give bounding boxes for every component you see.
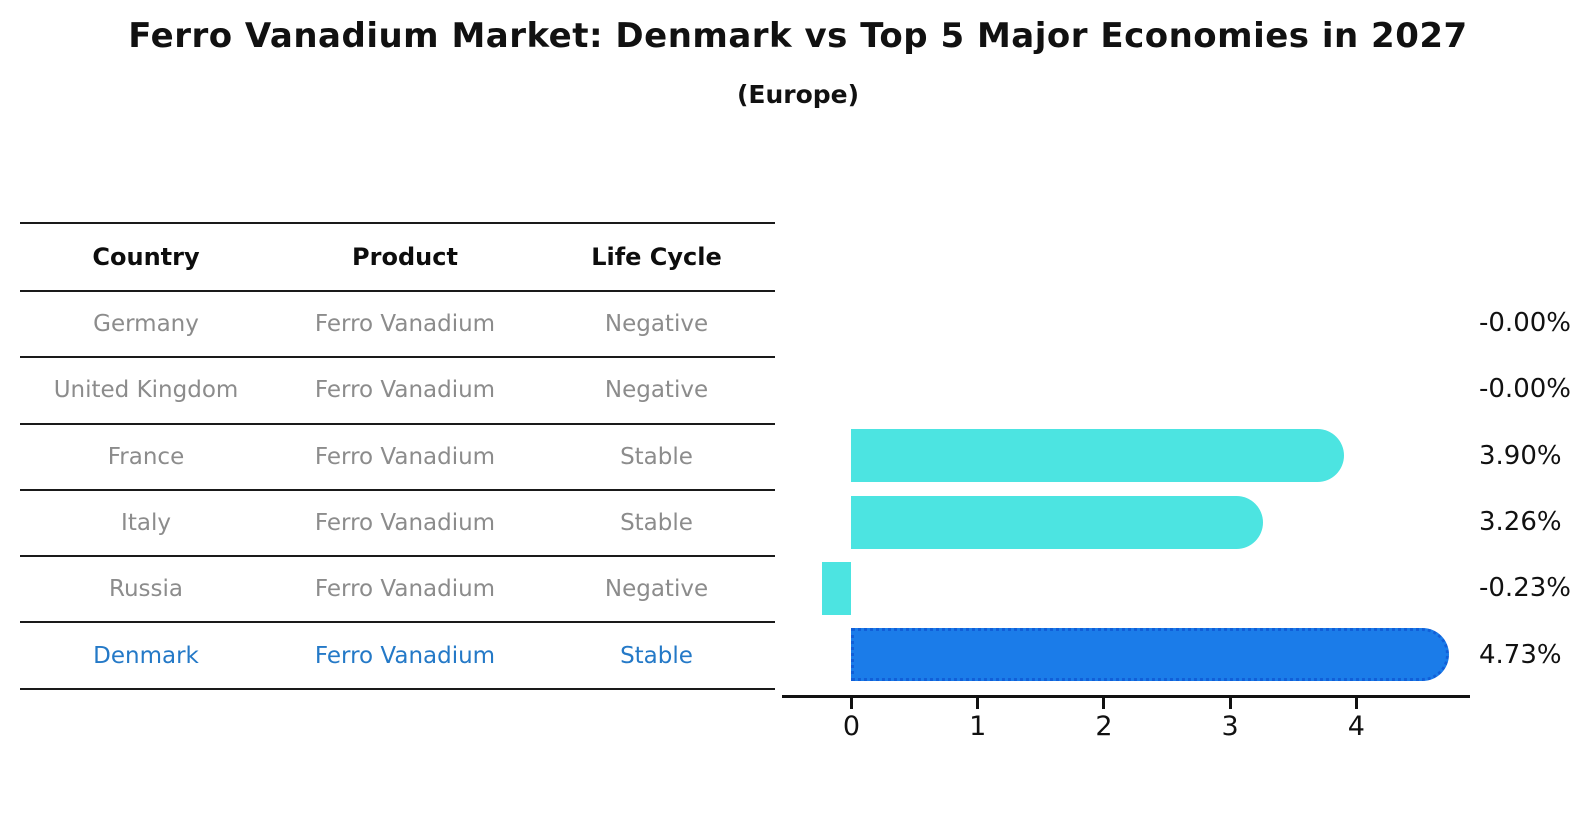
table-header-country: Country (92, 243, 200, 271)
table-cell-country: Italy (121, 510, 171, 537)
table-cell-country: Denmark (93, 642, 199, 669)
table-header-life-cycle: Life Cycle (591, 243, 722, 271)
table-row-germany: Germany Ferro Vanadium Negative (20, 292, 775, 359)
table-row-italy: Italy Ferro Vanadium Stable (20, 491, 775, 558)
value-label-italy: 3.26% (1479, 507, 1562, 538)
table-cell-life-cycle: Negative (604, 377, 709, 404)
table-cell-country: Germany (93, 311, 199, 338)
x-tick-mark (1102, 698, 1106, 709)
x-tick-label: 0 (842, 711, 861, 742)
table-cell-product: Ferro Vanadium (314, 311, 496, 338)
table-row-united-kingdom: United Kingdom Ferro Vanadium Negative (20, 358, 775, 425)
bar-denmark (851, 628, 1449, 682)
table-cell-product: Ferro Vanadium (314, 377, 496, 404)
table-cell-life-cycle: Stable (620, 443, 693, 470)
x-tick-mark (1354, 698, 1358, 709)
value-label-united-kingdom: -0.00% (1479, 374, 1571, 405)
table-cell-product: Ferro Vanadium (314, 510, 496, 537)
table-row-denmark: Denmark Ferro Vanadium Stable (20, 623, 775, 690)
page-title: Ferro Vanadium Market: Denmark vs Top 5 … (128, 16, 1468, 56)
x-tick-label: 3 (1221, 711, 1239, 742)
bar-italy (851, 495, 1263, 549)
x-axis-line (782, 695, 1470, 698)
table-body: Germany Ferro Vanadium Negative United King… (20, 292, 775, 690)
table-cell-product: Ferro Vanadium (314, 642, 496, 669)
x-tick-label: 1 (969, 711, 987, 742)
bar-russia (822, 561, 852, 615)
value-label-denmark: 4.73% (1479, 639, 1562, 670)
table-cell-product: Ferro Vanadium (314, 443, 496, 470)
table-cell-life-cycle: Negative (604, 576, 709, 603)
table-cell-life-cycle: Stable (620, 642, 693, 669)
x-tick-mark (976, 698, 980, 709)
table-cell-life-cycle: Negative (604, 311, 709, 338)
country-table: Country Product Life Cycle Germany Ferro … (20, 222, 775, 690)
table-cell-product: Ferro Vanadium (314, 576, 496, 603)
value-label-russia: -0.23% (1479, 573, 1571, 604)
table-cell-country: France (107, 443, 185, 470)
x-tick-label: 2 (1095, 711, 1113, 742)
table-cell-life-cycle: Stable (620, 510, 693, 537)
table-row-france: France Ferro Vanadium Stable (20, 425, 775, 491)
page-subtitle: (Europe) (736, 80, 860, 109)
value-label-france: 3.90% (1479, 440, 1562, 471)
x-tick-label: 4 (1347, 711, 1365, 742)
x-tick-mark (849, 698, 853, 709)
x-tick-mark (1228, 698, 1232, 709)
table-header-row: Country Product Life Cycle (20, 224, 775, 292)
table-cell-country: Russia (109, 576, 183, 603)
table-row-russia: Russia Ferro Vanadium Negative (20, 557, 775, 624)
table-cell-country: United Kingdom (53, 377, 239, 404)
table-header-product: Product (352, 243, 458, 271)
value-label-germany: -0.00% (1479, 308, 1571, 339)
bar-france (851, 429, 1344, 483)
